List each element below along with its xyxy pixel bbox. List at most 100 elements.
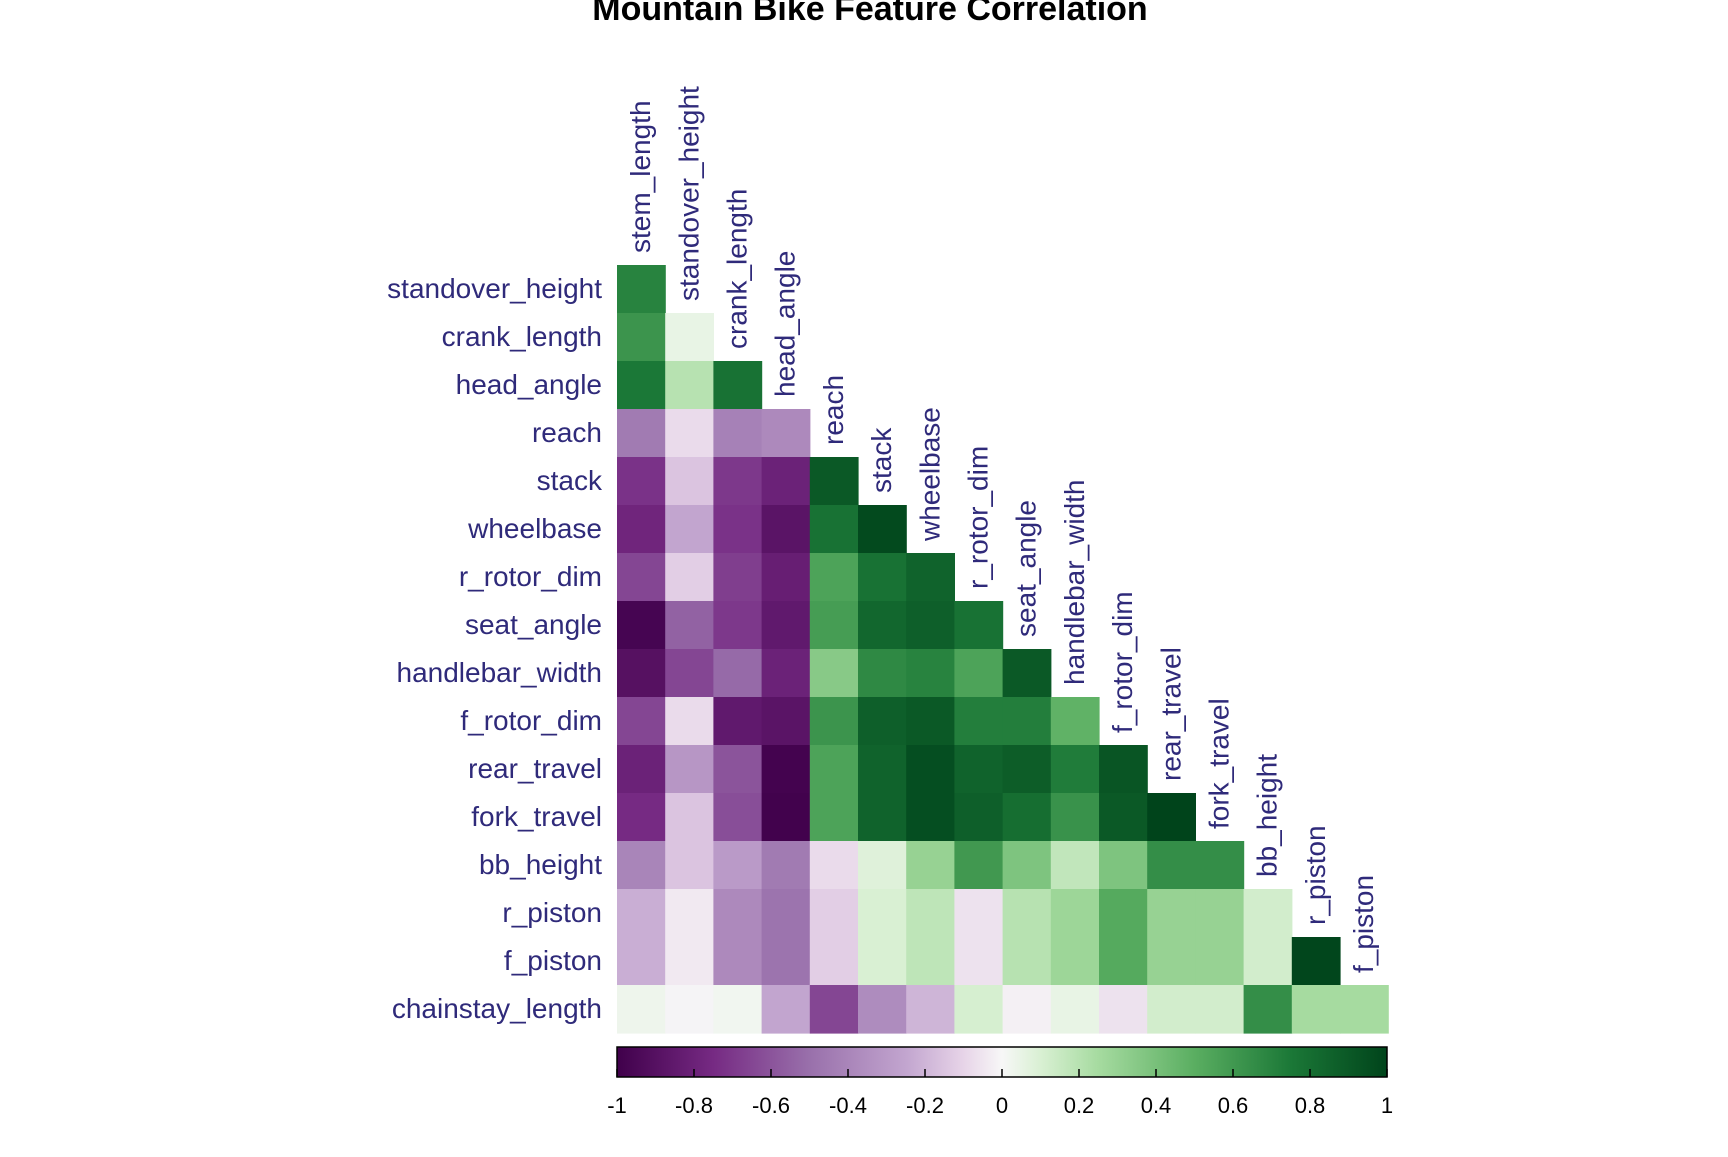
heatmap-cell [1002, 889, 1052, 938]
heatmap-cell [954, 697, 1004, 746]
heatmap-cell [1195, 985, 1245, 1034]
heatmap-cell [858, 985, 907, 1034]
heatmap-cell [809, 601, 859, 650]
heatmap-cell [1002, 841, 1052, 890]
heatmap-cell [954, 889, 1004, 938]
heatmap-cell [954, 601, 1004, 650]
heatmap-cell [1050, 745, 1100, 794]
heatmap-cell [809, 841, 859, 890]
heatmap-cell [954, 649, 1004, 698]
heatmap-cell [1147, 841, 1196, 890]
heatmap-cell [1099, 937, 1148, 986]
heatmap-cell [617, 313, 666, 362]
heatmap-cell [1147, 937, 1196, 986]
heatmap-cell [858, 841, 907, 890]
heatmap-cell [665, 409, 714, 458]
row-label: r_rotor_dim [459, 561, 602, 592]
heatmap-cell [617, 409, 666, 458]
heatmap-cell [1243, 889, 1293, 938]
column-label: seat_angle [1011, 500, 1042, 637]
column-label: standover_height [673, 86, 704, 301]
heatmap-cell [858, 937, 907, 986]
heatmap-cell [906, 553, 955, 602]
colorbar-tick-label: -0.4 [829, 1093, 867, 1118]
heatmap-cell [665, 745, 714, 794]
heatmap-cell [761, 649, 811, 698]
heatmap-cell [1195, 841, 1245, 890]
heatmap-cell [617, 697, 666, 746]
heatmap-cell [1243, 985, 1293, 1034]
heatmap-cell [858, 745, 907, 794]
heatmap-cell [665, 649, 714, 698]
heatmap-cell [1002, 745, 1052, 794]
heatmap-cell [1050, 697, 1100, 746]
heatmap-cell [665, 313, 714, 362]
column-label: bb_height [1252, 754, 1283, 877]
heatmap-cell [858, 649, 907, 698]
heatmap-cell [761, 841, 811, 890]
heatmap-cell [665, 553, 714, 602]
heatmap-cell [617, 553, 666, 602]
heatmap-cell [1147, 793, 1196, 842]
heatmap-cell [1050, 985, 1100, 1034]
heatmap-cell [809, 457, 859, 506]
heatmap-cell [1243, 937, 1293, 986]
column-label: r_piston [1300, 825, 1331, 925]
heatmap-cell [906, 697, 955, 746]
heatmap-cell [665, 457, 714, 506]
heatmap-cell [1099, 793, 1148, 842]
heatmap-cell [761, 889, 811, 938]
colorbar-tick-label: 1 [1381, 1093, 1393, 1118]
column-label: head_angle [770, 251, 801, 397]
heatmap-cell [1099, 985, 1148, 1034]
heatmap-cell [713, 745, 763, 794]
heatmap-cell [617, 889, 666, 938]
heatmap-cell [761, 937, 811, 986]
column-label: fork_travel [1204, 698, 1235, 829]
heatmap-cell [1050, 889, 1100, 938]
heatmap-cell [1147, 985, 1196, 1034]
column-label: f_piston [1348, 875, 1379, 973]
heatmap-cell [665, 793, 714, 842]
heatmap-cell [954, 985, 1004, 1034]
heatmap-cell [858, 601, 907, 650]
column-label: wheelbase [914, 407, 945, 542]
column-labels: stem_length standover_height crank_length h… [625, 86, 1379, 973]
column-label: stem_length [625, 100, 656, 253]
heatmap-cell [761, 457, 811, 506]
heatmap-cells [617, 265, 1389, 1034]
heatmap-cell [906, 601, 955, 650]
heatmap-cell [1099, 889, 1148, 938]
heatmap-cell [665, 601, 714, 650]
heatmap-cell [1050, 937, 1100, 986]
heatmap-cell [1050, 793, 1100, 842]
colorbar: -1 -0.8 -0.6 -0.4 -0.2 0 0.2 0.4 0.6 0.8 1 [607, 1046, 1393, 1118]
heatmap-cell [713, 793, 763, 842]
heatmap-cell [809, 745, 859, 794]
heatmap-cell [858, 553, 907, 602]
heatmap-cell [906, 841, 955, 890]
heatmap-cell [713, 409, 763, 458]
heatmap-cell [713, 649, 763, 698]
heatmap-cell [761, 697, 811, 746]
heatmap-cell [761, 553, 811, 602]
heatmap-cell [1291, 937, 1341, 986]
heatmap-cell [858, 697, 907, 746]
heatmap-cell [617, 841, 666, 890]
heatmap-cell [617, 457, 666, 506]
heatmap-cell [1002, 985, 1052, 1034]
row-label: rear_travel [468, 753, 602, 784]
colorbar-tick-label: 0.4 [1141, 1093, 1172, 1118]
heatmap-cell [1002, 697, 1052, 746]
heatmap-cell [1291, 985, 1341, 1034]
column-label: handlebar_width [1059, 480, 1090, 686]
heatmap-cell [617, 937, 666, 986]
row-label: chainstay_length [392, 993, 602, 1024]
heatmap-cell [809, 505, 859, 554]
heatmap-cell [809, 793, 859, 842]
heatmap-cell [1002, 649, 1052, 698]
column-label: f_rotor_dim [1107, 591, 1138, 733]
heatmap-cell [809, 889, 859, 938]
heatmap-cell [1099, 841, 1148, 890]
